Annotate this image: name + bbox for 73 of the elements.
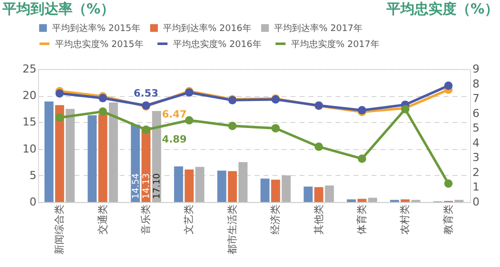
point [228,122,237,130]
bar [108,102,118,202]
bar [98,114,108,202]
x-tick-label: 文艺类 [183,204,196,234]
y2-tick-label: 4 [472,136,480,150]
x-tick-label: 教育类 [442,204,454,234]
legend-label: 平均到达率% 2015年 [52,23,140,34]
x-tick-label: 体育类 [356,204,368,234]
y-tick-label: 20 [22,89,36,102]
bar [324,186,334,202]
bar [184,170,194,202]
y2-tick-label: 8 [472,77,480,90]
y-tick-label: 25 [22,62,36,76]
legend-label: 平均忠实度% 2015年 [55,38,144,50]
bar [346,199,356,202]
legend-label: 平均忠实度% 2016年 [173,38,262,50]
point [271,124,280,132]
point [314,142,323,151]
y-tick-label: 10 [22,142,36,156]
point [444,179,453,188]
legend-label: 平均到达率% 2017年 [274,23,362,34]
bar [88,115,97,202]
y2-tick-label: 1 [472,180,480,194]
bar [44,101,54,202]
legend-label: 平均到达率% 2016年 [163,23,252,34]
bar [304,186,313,202]
bar [55,105,64,202]
x-tick-label: 交通类 [96,204,109,234]
bar [282,175,291,202]
bar [368,198,378,202]
y2-tick-label: 2 [472,166,480,179]
bar [174,166,184,202]
bar [217,170,226,202]
y2-tick-label: 0 [472,196,480,208]
data-label: 6.53 [134,88,158,100]
bar [271,180,280,202]
y2-tick-label: 3 [472,151,480,164]
bar [260,178,270,202]
y-tick-label: 0 [30,196,36,208]
point [444,82,453,90]
x-tick-label: 经济类 [270,204,282,234]
y2-tick-label: 6 [472,106,480,120]
y2-tick-label: 9 [472,62,480,76]
bar [66,108,75,202]
x-tick-label: 农村类 [399,204,412,234]
x-tick-label: 新闻综合类 [54,204,66,254]
y-axis-title: 平均到达率（%） [2,0,115,18]
data-label: 14.13 [142,173,152,199]
y2-axis-title: 平均忠实度（%） [385,0,498,18]
y-tick-label: 15 [22,116,36,129]
x-tick-label: 都市生活类 [226,204,238,254]
data-label: 4.89 [162,134,187,146]
x-tick-label: 其他类 [312,204,325,234]
point [185,116,194,124]
point [55,89,64,98]
bar [357,198,367,202]
bar [314,187,324,202]
point [55,113,64,122]
y2-tick-label: 5 [472,122,480,135]
data-label: 14.54 [131,172,142,199]
y-tick-label: 5 [30,168,36,182]
point [98,107,107,116]
bar [238,162,248,202]
data-label: 6.47 [162,109,187,120]
point [358,154,366,163]
point [142,126,150,134]
bar [195,166,204,202]
data-label: 17.10 [152,172,163,199]
y2-tick-label: 7 [472,92,480,106]
bar [400,199,410,202]
x-tick-label: 音乐类 [140,204,152,234]
bar [228,171,237,202]
legend-label: 平均忠实度% 2017年 [291,38,380,50]
